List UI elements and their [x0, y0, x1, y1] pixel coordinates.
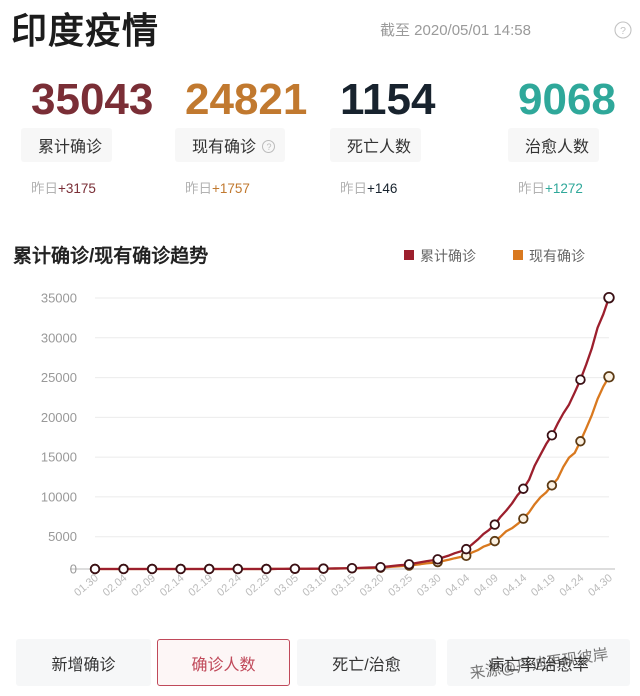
svg-text:15000: 15000 [41, 450, 77, 465]
svg-text:02.19: 02.19 [186, 572, 215, 599]
svg-text:0: 0 [70, 562, 77, 577]
svg-text:02.14: 02.14 [158, 572, 187, 599]
svg-text:04.14: 04.14 [500, 572, 529, 599]
svg-text:02.29: 02.29 [243, 572, 272, 599]
svg-text:30000: 30000 [41, 330, 77, 345]
svg-text:03.25: 03.25 [386, 572, 415, 599]
svg-text:02.04: 02.04 [101, 572, 130, 599]
svg-text:20000: 20000 [41, 410, 77, 425]
svg-text:04.09: 04.09 [472, 572, 501, 599]
svg-text:02.09: 02.09 [129, 572, 158, 599]
svg-text:04.19: 04.19 [529, 572, 558, 599]
svg-text:04.24: 04.24 [558, 572, 587, 599]
svg-text:04.04: 04.04 [443, 572, 472, 599]
svg-text:03.20: 03.20 [358, 572, 387, 599]
svg-text:03.15: 03.15 [329, 572, 358, 599]
svg-text:03.05: 03.05 [272, 572, 301, 599]
svg-text:35000: 35000 [41, 291, 77, 306]
svg-text:03.10: 03.10 [301, 572, 330, 599]
svg-text:04.30: 04.30 [586, 572, 615, 599]
svg-text:02.24: 02.24 [215, 572, 244, 599]
svg-text:25000: 25000 [41, 370, 77, 385]
svg-text:10000: 10000 [41, 489, 77, 504]
svg-text:03.30: 03.30 [415, 572, 444, 599]
svg-text:5000: 5000 [48, 529, 77, 544]
